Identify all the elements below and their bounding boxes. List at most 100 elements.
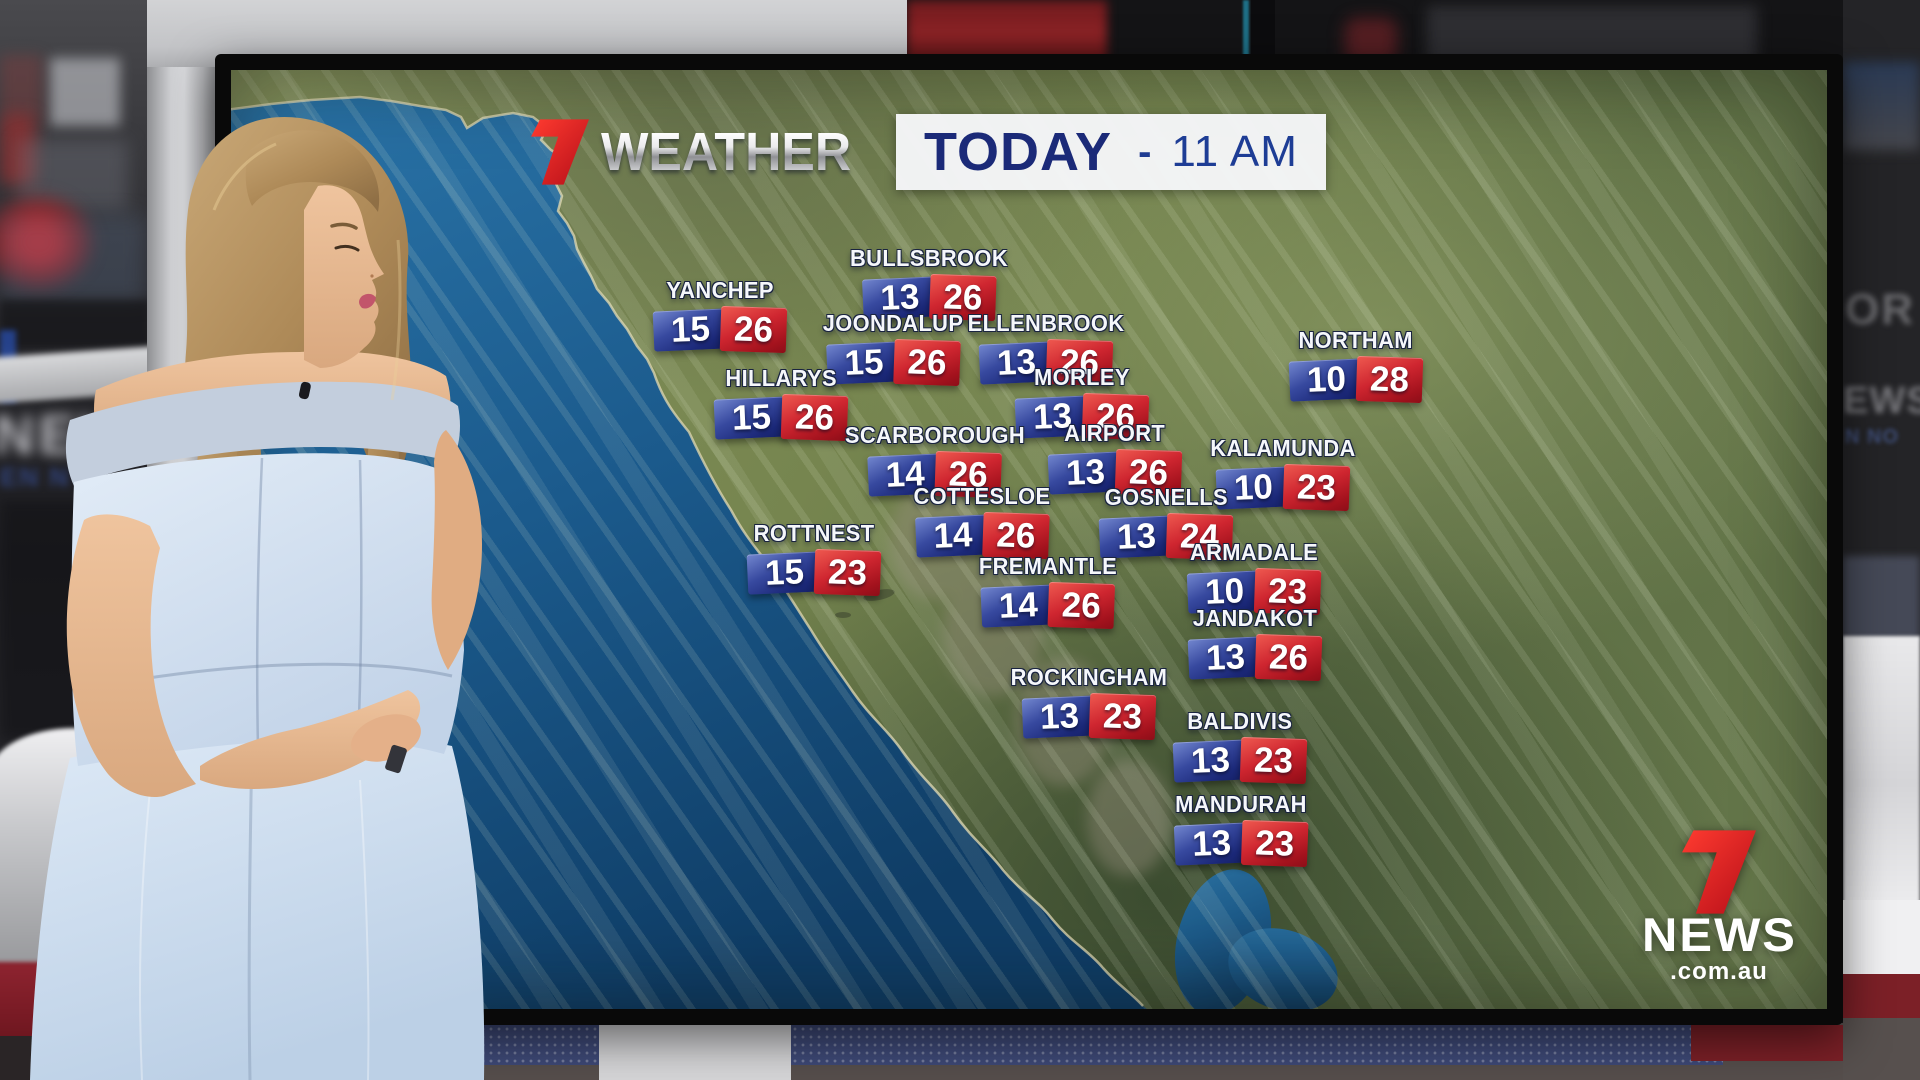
station-label: BULLSBROOK: [850, 245, 1008, 271]
news-domain: .com.au: [1670, 958, 1768, 986]
station-label: FREMANTLE: [978, 553, 1118, 579]
presenter-figure: [30, 116, 485, 1080]
dress-bodice: [71, 453, 464, 766]
max-temp-box: 26: [1254, 633, 1323, 682]
blue-grey-band: [1843, 556, 1920, 640]
presenter-arm: [66, 514, 196, 798]
today-time-box: TODAY - 11 AM: [895, 114, 1326, 190]
station-group: JANDAKOT 13 26: [1187, 605, 1323, 682]
min-temp-box: 15: [713, 395, 790, 440]
station-label: JANDAKOT: [1192, 605, 1318, 631]
station-label: COTTESLOE: [913, 483, 1051, 509]
studio-floor: [1843, 1018, 1920, 1080]
station-group: BALDIVIS 13 23: [1172, 708, 1308, 785]
max-temp-box: 23: [1088, 692, 1157, 741]
max-temp-box: 26: [892, 338, 961, 387]
station-label: MANDURAH: [1175, 791, 1307, 817]
station-group: MORLEY 13 26: [1014, 364, 1150, 441]
dress-band: [65, 381, 461, 486]
grey-plinth: [599, 1017, 791, 1080]
blurred-wall-text: OR: [1845, 285, 1915, 334]
station-label: ROCKINGHAM: [1010, 664, 1168, 690]
max-temp-box: 26: [719, 305, 788, 354]
weather-map: WEATHER TODAY - 11 AM BULLSBROOK 13 26 Y…: [231, 70, 1827, 1009]
station-group: SCARBOROUGH 14 26: [840, 422, 1030, 499]
station-temps: 15 26: [713, 393, 849, 442]
station-label: AIRPORT: [1064, 420, 1166, 446]
white-skirting: [1843, 900, 1920, 976]
station-group: GOSNELLS 13 24: [1098, 484, 1234, 561]
station-temps: 13 23: [1021, 692, 1157, 741]
min-temp-box: 15: [746, 550, 823, 595]
station-temps: 10 28: [1288, 355, 1424, 404]
max-temp-box: 23: [813, 548, 882, 597]
station-temps: 14 26: [980, 581, 1116, 630]
blurred-red-panel: [0, 115, 36, 185]
station-label: KALAMUNDA: [1210, 435, 1356, 461]
min-temp-box: 14: [914, 513, 991, 558]
min-temp-box: 10: [1288, 357, 1365, 402]
min-temp-box: 13: [1172, 738, 1249, 783]
blurred-wall-text: N NO: [1845, 426, 1899, 448]
station-temps: 13 23: [1172, 736, 1308, 785]
min-temp-box: 14: [980, 583, 1057, 628]
blurred-seven-logo: [0, 190, 98, 294]
max-temp-box: 23: [1239, 736, 1308, 785]
blurred-cityscape: [0, 215, 145, 301]
blurred-monitor: [0, 55, 42, 121]
station-label: BALDIVIS: [1187, 708, 1293, 734]
station-label: ROTTNEST: [753, 520, 875, 546]
maroon-band: [1691, 1025, 1843, 1061]
station-temps: 14 26: [914, 511, 1050, 560]
station-label: MORLEY: [1034, 364, 1130, 390]
min-temp-box: 13: [1021, 694, 1098, 739]
dress-skirt: [30, 731, 485, 1080]
clicker-remote: [385, 744, 407, 774]
max-temp-box: 23: [1282, 463, 1351, 512]
day-label: TODAY: [923, 122, 1113, 182]
station-temps: 10 23: [1215, 463, 1351, 512]
wall-shadow-band: [0, 300, 150, 348]
station-temps: 13 26: [1187, 633, 1323, 682]
blurred-wall-text: EN N: [0, 462, 71, 492]
station-label: ELLENBROOK: [967, 310, 1125, 336]
station-label: ARMADALE: [1189, 539, 1319, 565]
station-group: YANCHEP 15 26: [652, 277, 788, 354]
white-wall-band: [1843, 636, 1920, 904]
time-label: 11 AM: [1171, 127, 1298, 176]
studio-right-wall: OR EWS N NO: [1843, 0, 1920, 1080]
station-group: JOONDALUP 15 26: [819, 310, 967, 387]
station-label: SCARBOROUGH: [844, 422, 1026, 448]
min-temp-box: 15: [652, 307, 729, 352]
presenter-face: [304, 185, 384, 368]
station-group: KALAMUNDA 10 23: [1206, 435, 1359, 512]
station-label: NORTHAM: [1298, 327, 1414, 353]
separator: -: [1138, 129, 1152, 174]
presenter-hands: [200, 690, 421, 790]
station-group: COTTESLOE 14 26: [910, 483, 1054, 560]
station-label: JOONDALUP: [822, 310, 964, 336]
seven-logo-icon: [531, 119, 589, 185]
station-temps: 15 26: [652, 305, 788, 354]
min-temp-box: 13: [1173, 821, 1250, 866]
seven-logo-icon: [1682, 830, 1756, 914]
show-title: WEATHER: [601, 122, 852, 182]
lapel-mic: [298, 381, 311, 400]
station-group: ROCKINGHAM 13 23: [1007, 664, 1172, 741]
blurred-red-screen: [907, 0, 1107, 62]
max-temp-box: 26: [780, 393, 849, 442]
teal-light-strip: [1243, 0, 1249, 60]
channel-logo: NEWS .com.au: [1641, 830, 1797, 986]
maroon-band: [1843, 974, 1920, 1020]
station-group: BULLSBROOK 13 26: [846, 245, 1012, 322]
max-temp-box: 26: [1047, 581, 1116, 630]
station-label: GOSNELLS: [1104, 484, 1228, 510]
min-temp-box: 13: [1187, 635, 1264, 680]
coastline-sand-edge: [231, 95, 1144, 1007]
min-temp-box: 13: [1098, 514, 1175, 559]
news-wordmark: NEWS: [1641, 908, 1797, 961]
station-temps: 13 23: [1173, 819, 1309, 868]
weather-screen: WEATHER TODAY - 11 AM BULLSBROOK 13 26 Y…: [215, 54, 1843, 1025]
station-group: ELLENBROOK 13 26: [964, 310, 1129, 387]
